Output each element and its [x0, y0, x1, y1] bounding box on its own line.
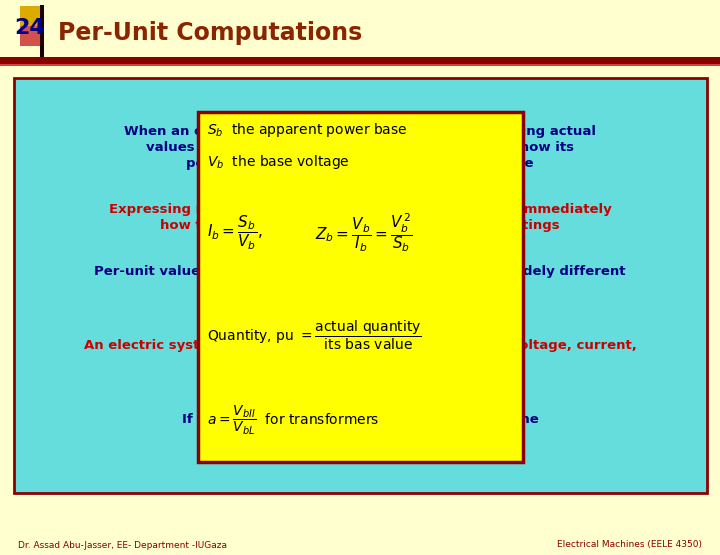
Bar	[0, 64, 720, 66]
Text: An electric system can be described in terms of per-unit voltage, current,: An electric system can be described in t…	[84, 339, 636, 351]
Bar	[40, 5, 44, 57]
Text: per-unit values can be determined: per-unit values can be determined	[230, 430, 490, 442]
Text: Expressing machine quantities in per-unit form shows immediately: Expressing machine quantities in per-uni…	[109, 204, 611, 216]
Text: If base (reference) quantities are specified, the: If base (reference) quantities are speci…	[181, 413, 539, 426]
Text: Dr. Assad Abu-Jasser, EE- Department -IUGaza: Dr. Assad Abu-Jasser, EE- Department -IU…	[18, 541, 227, 549]
Text: $I_b = \dfrac{S_b}{V_b},$: $I_b = \dfrac{S_b}{V_b},$	[207, 214, 262, 252]
Text: 24: 24	[14, 18, 45, 38]
Text: Per-Unit Computations: Per-Unit Computations	[58, 21, 362, 45]
Text: ratings tend to fall in a narrow range: ratings tend to fall in a narrow range	[220, 281, 500, 295]
Text: Quantity, pu $= \dfrac{\mathrm{actual\ quantity}}{\mathrm{its\ bas\ value}}$: Quantity, pu $= \dfrac{\mathrm{actual\ q…	[207, 319, 422, 352]
Bar	[20, 26, 40, 46]
Bar	[20, 6, 40, 26]
Text: When an electric machine is designed or analyzed using actual: When an electric machine is designed or …	[124, 125, 596, 139]
Text: how the machine’s performance relates to its ratings: how the machine’s performance relates to…	[160, 219, 560, 231]
Text: $S_b$  the apparent power base: $S_b$ the apparent power base	[207, 121, 408, 139]
Text: Per-unit values of machines of the same type but with widely different: Per-unit values of machines of the same …	[94, 265, 626, 279]
Text: apparent power, and impedance: apparent power, and impedance	[239, 354, 481, 366]
Bar	[14, 78, 707, 493]
Text: $a = \dfrac{V_{bII}}{V_{bL}}$  for transformers: $a = \dfrac{V_{bII}}{V_{bL}}$ for transf…	[207, 403, 379, 437]
Text: $Z_b = \dfrac{V_b}{I_b} = \dfrac{V_b^{\,2}}{S_b}$: $Z_b = \dfrac{V_b}{I_b} = \dfrac{V_b^{\,…	[315, 211, 413, 254]
Text: $V_b$  the base voltage: $V_b$ the base voltage	[207, 153, 350, 171]
Text: values of its parameters, it is not always obvious how its: values of its parameters, it is not alwa…	[146, 142, 574, 154]
Text: Electrical Machines (EELE 4350): Electrical Machines (EELE 4350)	[557, 541, 702, 549]
Bar	[198, 112, 523, 462]
Bar	[0, 57, 720, 64]
Text: performance compares with a similar machine: performance compares with a similar mach…	[186, 157, 534, 169]
